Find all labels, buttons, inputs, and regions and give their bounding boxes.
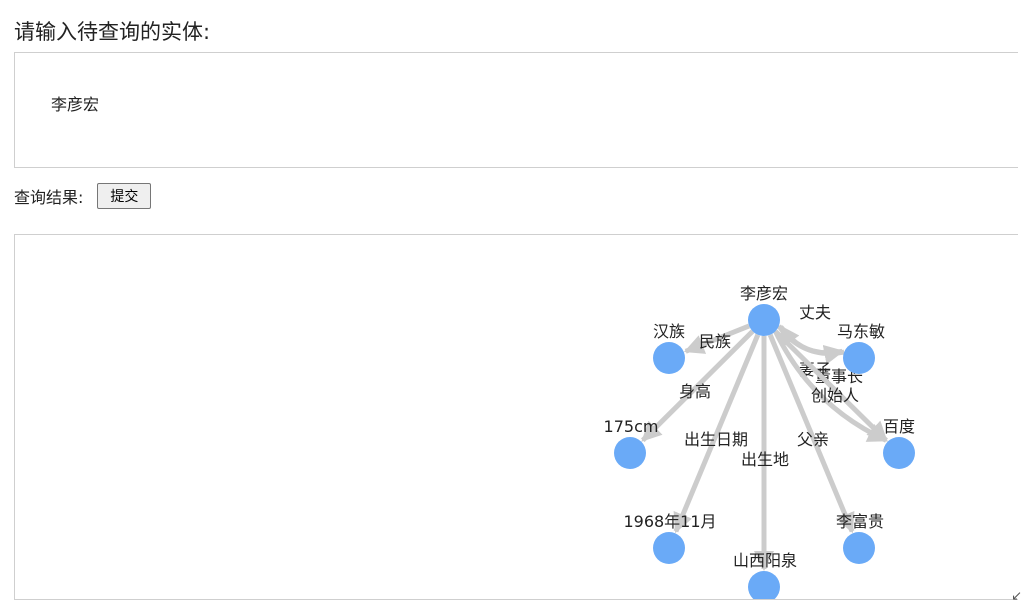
graph-node[interactable] <box>748 304 780 336</box>
node-label: 李富贵 <box>836 512 884 531</box>
edge-line <box>773 329 888 443</box>
result-row: 查询结果: 提交 <box>14 183 152 209</box>
entity-input-value: 李彦宏 <box>51 95 100 114</box>
edge-line <box>778 325 845 356</box>
graph-node[interactable] <box>653 532 685 564</box>
prompt-title: 请输入待查询的实体: <box>14 20 211 44</box>
arrow-left-icon: ↙ <box>1011 589 1022 604</box>
node-label: 1968年11月 <box>623 512 716 531</box>
graph-node[interactable] <box>883 437 915 469</box>
edge-line <box>641 329 755 443</box>
graph-node[interactable] <box>843 532 875 564</box>
node-label: 李彦宏 <box>740 284 788 303</box>
node-label: 百度 <box>883 417 915 436</box>
edge-line <box>673 333 761 534</box>
edge-label: 出生地 <box>741 450 789 469</box>
edge-label: 身高 <box>679 382 711 401</box>
node-label: 山西阳泉 <box>733 551 797 570</box>
graph-node[interactable] <box>843 342 875 374</box>
graph-node[interactable] <box>614 437 646 469</box>
edge-line <box>683 323 751 354</box>
edge-label: 出生日期 <box>684 430 748 449</box>
result-label: 查询结果: <box>14 188 84 207</box>
node-label: 马东敏 <box>837 322 885 341</box>
graph-node[interactable] <box>748 571 780 600</box>
edge-label: 创始人 <box>811 386 859 405</box>
entity-input-box[interactable]: 李彦宏 <box>14 52 1018 168</box>
edge-label: 父亲 <box>797 430 829 449</box>
edge-label: 民族 <box>699 332 731 351</box>
submit-button[interactable]: 提交 <box>97 183 152 209</box>
graph-canvas[interactable]: 丈夫 妻子 民族 身高 出生日期 出生地 父亲 董事长 创始人 李彦宏 马东敏 汉族 百度 175cm 1… <box>14 234 1018 600</box>
edge-line <box>767 333 855 534</box>
node-label: 175cm <box>604 417 659 436</box>
edge-label: 丈夫 <box>799 303 831 322</box>
node-label: 汉族 <box>653 322 685 341</box>
graph-node[interactable] <box>653 342 685 374</box>
